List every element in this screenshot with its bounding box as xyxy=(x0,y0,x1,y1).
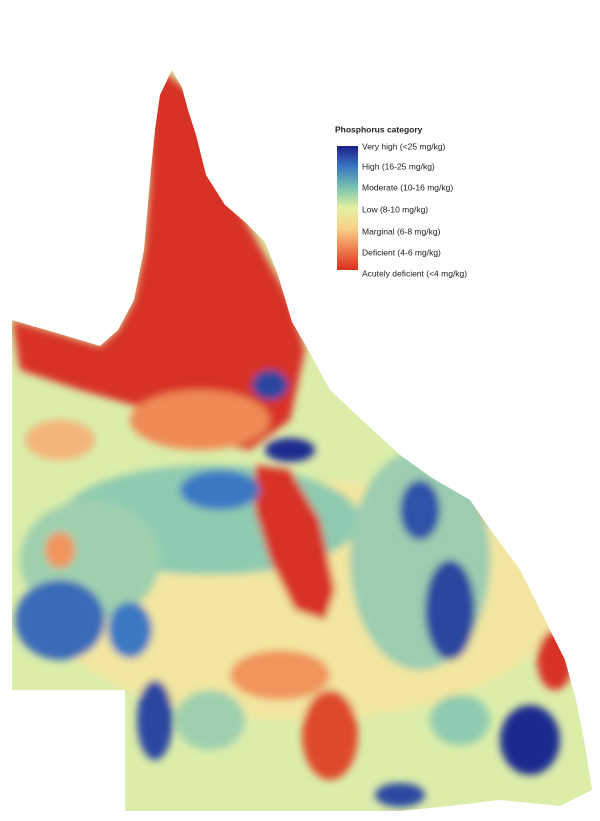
legend-color-bar xyxy=(337,146,358,270)
legend: Phosphorus category Very high (<25 mg/kg… xyxy=(335,124,467,278)
legend-label: Acutely deficient (<4 mg/kg) xyxy=(362,268,467,278)
legend-label: High (16-25 mg/kg) xyxy=(362,161,435,171)
legend-label: Low (8-10 mg/kg) xyxy=(362,204,428,214)
legend-title: Phosphorus category xyxy=(335,124,423,134)
legend-label: Moderate (10-16 mg/kg) xyxy=(362,182,453,192)
legend-label: Very high (<25 mg/kg) xyxy=(362,141,446,151)
legend-label: Deficient (4-6 mg/kg) xyxy=(362,247,441,257)
legend-label: Marginal (6-8 mg/kg) xyxy=(362,226,441,236)
